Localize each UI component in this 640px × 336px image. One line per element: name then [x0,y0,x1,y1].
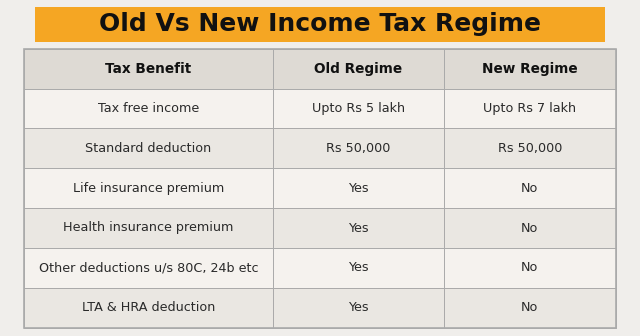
Bar [273,208,444,248]
Text: Yes: Yes [348,301,369,314]
Text: Upto Rs 5 lakh: Upto Rs 5 lakh [312,102,405,115]
Text: No: No [521,182,539,195]
Bar [444,168,616,208]
Bar [444,208,616,248]
Text: Tax free income: Tax free income [98,102,199,115]
Text: Old Regime: Old Regime [314,61,403,76]
Bar [273,89,444,128]
Bar [24,49,273,89]
Text: Yes: Yes [348,261,369,274]
Bar [273,168,444,208]
Bar [273,288,444,328]
Text: Tax Benefit: Tax Benefit [106,61,191,76]
Bar [273,49,444,89]
Bar [35,7,605,42]
Text: Standard deduction: Standard deduction [85,142,212,155]
Bar [444,89,616,128]
Bar [24,288,273,328]
Bar [24,208,273,248]
Bar [24,128,273,168]
Bar [444,49,616,89]
Text: LTA & HRA deduction: LTA & HRA deduction [82,301,215,314]
Text: Life insurance premium: Life insurance premium [73,182,224,195]
Text: Yes: Yes [348,221,369,235]
Bar [24,49,616,328]
Text: No: No [521,221,539,235]
Bar [24,248,273,288]
Bar [444,128,616,168]
Text: Health insurance premium: Health insurance premium [63,221,234,235]
Bar [444,248,616,288]
Bar [24,168,273,208]
Text: Other deductions u/s 80C, 24b etc: Other deductions u/s 80C, 24b etc [39,261,259,274]
Text: No: No [521,261,539,274]
Text: New Regime: New Regime [482,61,578,76]
Bar [273,248,444,288]
Text: Old Vs New Income Tax Regime: Old Vs New Income Tax Regime [99,12,541,36]
Bar [24,89,273,128]
Bar [444,288,616,328]
Text: Upto Rs 7 lakh: Upto Rs 7 lakh [483,102,577,115]
Text: Rs 50,000: Rs 50,000 [498,142,562,155]
Text: Yes: Yes [348,182,369,195]
Text: No: No [521,301,539,314]
Text: Rs 50,000: Rs 50,000 [326,142,390,155]
Bar [273,128,444,168]
